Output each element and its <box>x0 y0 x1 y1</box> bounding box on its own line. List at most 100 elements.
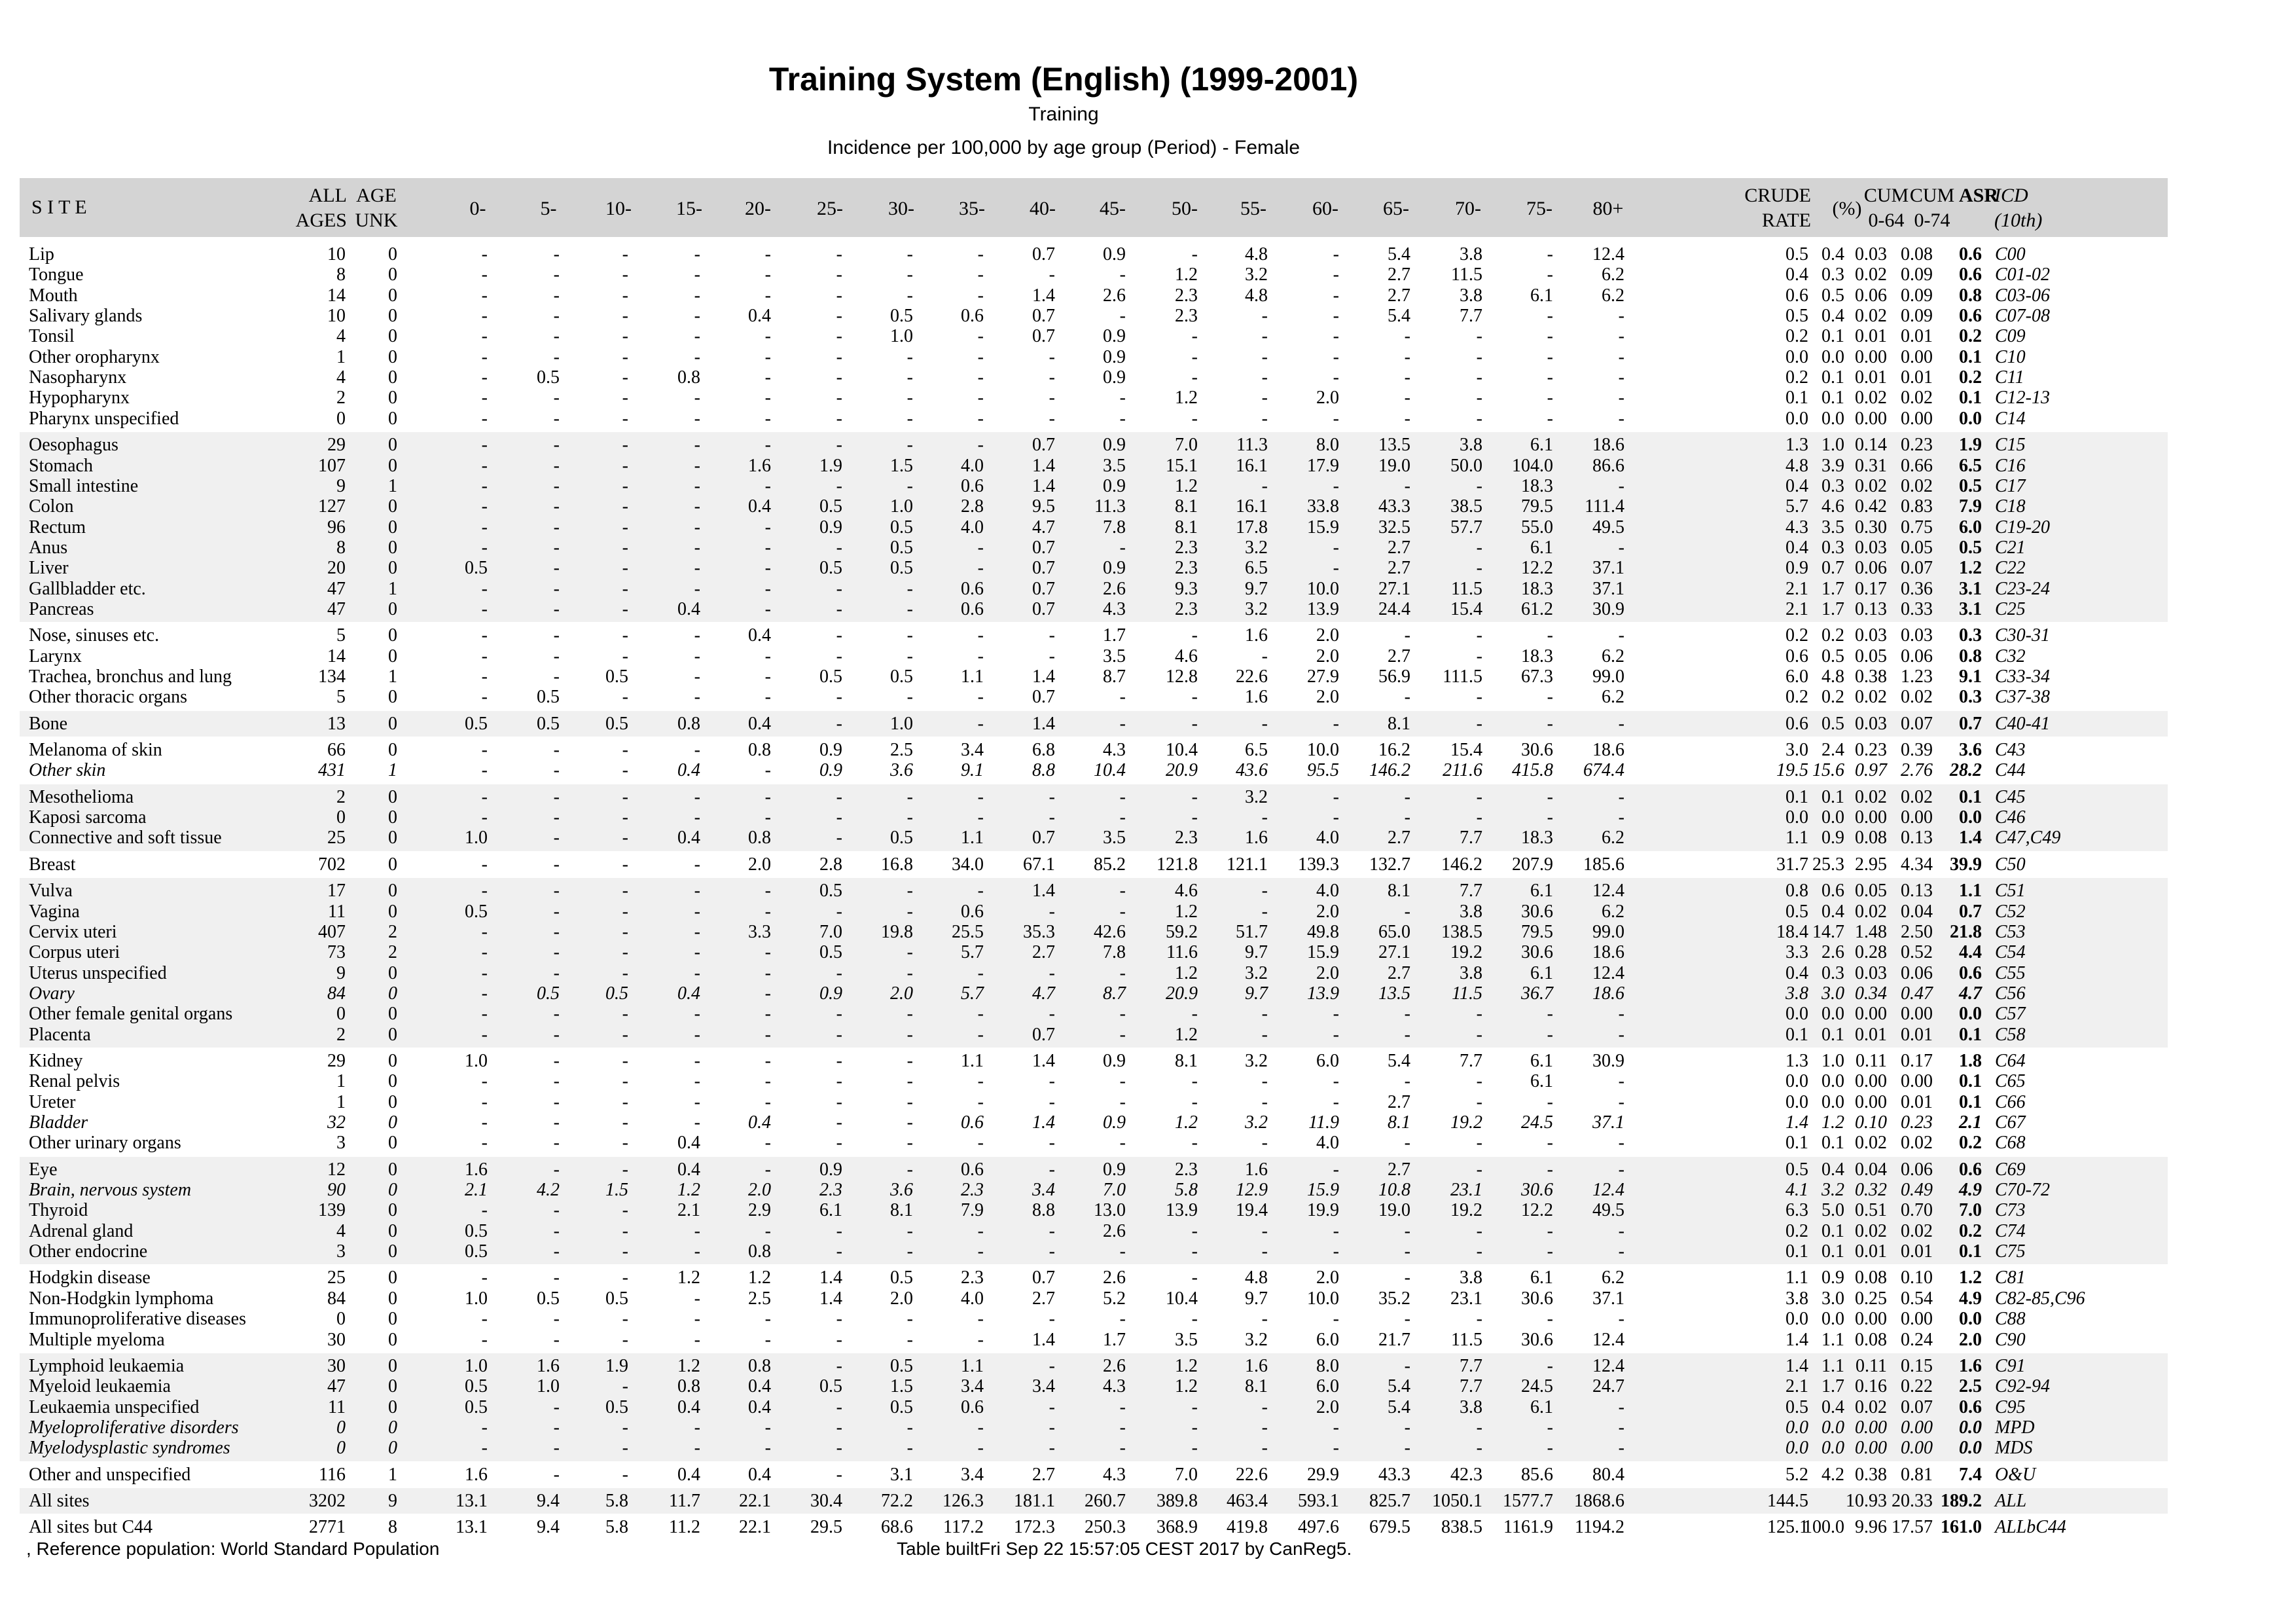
crude-rate: 5.7 <box>1785 496 1808 517</box>
age-rate: - <box>1404 346 1410 367</box>
all-ages-count: 5 <box>336 687 346 708</box>
age-rate: 15.4 <box>1450 598 1482 619</box>
age-rate: - <box>906 367 913 388</box>
age-rate: - <box>836 713 842 734</box>
age-rate: - <box>553 646 560 666</box>
site-name: Tonsil <box>29 326 75 347</box>
site-name: Oesophagus <box>29 435 118 456</box>
age-rate: - <box>1191 713 1198 734</box>
icd-code: C40-41 <box>1995 713 2050 734</box>
age-rate: 18.3 <box>1521 646 1553 666</box>
age-rate: - <box>553 537 560 558</box>
age-rate: 55.0 <box>1521 517 1553 538</box>
age-rate: 18.6 <box>1592 983 1624 1004</box>
icd-code: C15 <box>1995 435 2026 456</box>
header-site: S I T E <box>31 196 87 218</box>
site-name: Liver <box>29 558 69 579</box>
age-rate: - <box>1261 388 1268 409</box>
age-unknown-count: 0 <box>388 455 397 476</box>
age-rate: 0.5 <box>890 666 913 687</box>
age-unknown-count: 1 <box>388 666 397 687</box>
asr: 1.4 <box>1959 828 1982 848</box>
age-rate: - <box>1119 388 1126 409</box>
age-rate: 1.7 <box>1103 625 1126 646</box>
all-ages-count: 96 <box>327 517 346 538</box>
icd-code: C09 <box>1995 326 2026 347</box>
icd-code: C03-06 <box>1995 285 2050 306</box>
age-rate: 6.1 <box>1530 285 1553 306</box>
asr: 1.9 <box>1959 435 1982 456</box>
age-rate: 37.1 <box>1592 578 1624 599</box>
header-all-ages-2: AGES <box>295 210 347 231</box>
age-rate: - <box>553 517 560 538</box>
age-rate: - <box>1476 646 1482 666</box>
age-rate: - <box>553 558 560 579</box>
age-rate: - <box>1333 713 1339 734</box>
age-rate: 9.3 <box>1175 578 1198 599</box>
age-rate: - <box>977 388 984 409</box>
age-unknown-count: 0 <box>388 264 397 285</box>
cum-0-74: 0.08 <box>1901 244 1933 264</box>
age-rate: 0.5 <box>537 687 560 708</box>
header-age-group: 20- <box>745 198 771 219</box>
icd-code: C55 <box>1995 962 2026 983</box>
cum-0-64: 0.03 <box>1855 244 1887 264</box>
table-row: All sites but C44 2771 8 13.1 9.4 5.8 11.2 22.1… <box>0 1517 2296 1537</box>
icd-code: C74 <box>1995 1220 2026 1241</box>
age-rate: 15.9 <box>1307 517 1339 538</box>
age-rate: - <box>1333 537 1339 558</box>
age-rate: 12.4 <box>1592 1180 1624 1201</box>
age-unknown-count: 0 <box>388 346 397 367</box>
asr: 1.6 <box>1959 1355 1982 1376</box>
table-row: Kidney 29 0 1.0- - - - - -1.1 1.4 0.9 8.1 3.2 6.0 5.4 7… <box>0 1051 2296 1071</box>
age-unknown-count: 0 <box>388 435 397 456</box>
age-rate: - <box>764 244 771 264</box>
icd-code: C81 <box>1995 1267 2026 1288</box>
age-rate: - <box>481 408 488 429</box>
age-rate: - <box>764 558 771 579</box>
age-rate: - <box>1476 558 1482 579</box>
percent: 3.5 <box>1821 517 1844 538</box>
age-rate: - <box>1191 367 1198 388</box>
cum-0-74: 0.01 <box>1901 326 1933 347</box>
table-row: Adrenal gland 4 0 0.5- - - - - - - -2.6- - - - - - -0.2 0… <box>0 1221 2296 1241</box>
age-rate: 0.9 <box>1103 435 1126 456</box>
age-rate: 0.6 <box>961 598 984 619</box>
age-rate: - <box>1333 326 1339 347</box>
site-name: Cervix uteri <box>29 921 117 942</box>
crude-rate: 2.1 <box>1785 598 1808 619</box>
percent: 4.6 <box>1821 496 1844 517</box>
age-rate: - <box>1547 244 1553 264</box>
icd-code: C67 <box>1995 1112 2026 1133</box>
percent: 4.8 <box>1821 666 1844 687</box>
age-rate: 2.8 <box>961 496 984 517</box>
age-rate: - <box>1476 388 1482 409</box>
asr: 7.9 <box>1959 496 1982 517</box>
header-age-group: 30- <box>888 198 914 219</box>
asr: 189.2 <box>1941 1490 1982 1511</box>
age-rate: 79.5 <box>1521 496 1553 517</box>
age-rate: 8.1 <box>1388 713 1410 734</box>
site-name: Nasopharynx <box>29 367 127 388</box>
table-row: Mesothelioma 2 0- - - - - - - - - - -3.2- - - - -0.1 0.1 0… <box>0 787 2296 807</box>
age-rate: - <box>694 388 700 409</box>
age-rate: - <box>694 666 700 687</box>
age-rate: - <box>977 687 984 708</box>
site-name: Other thoracic organs <box>29 687 188 708</box>
age-rate: 1.5 <box>890 455 913 476</box>
age-rate: - <box>1333 244 1339 264</box>
age-rate: - <box>1049 625 1055 646</box>
table-row: Uterus unspecified 9 0- - - - - - - - - -1.2 3.2 2.0 2… <box>0 963 2296 983</box>
header-all-ages-1: ALL <box>308 185 347 206</box>
age-rate: 4.7 <box>1032 517 1055 538</box>
crude-rate: 0.5 <box>1785 244 1808 264</box>
age-rate: 8.0 <box>1316 435 1339 456</box>
age-rate: - <box>1191 326 1198 347</box>
header-age-group: 10- <box>605 198 632 219</box>
age-rate: - <box>1618 1159 1624 1180</box>
crude-rate: 0.4 <box>1785 475 1808 496</box>
site-name: All sites <box>29 1490 90 1511</box>
age-rate: 0.9 <box>1103 244 1126 264</box>
age-rate: 0.7 <box>1032 306 1055 327</box>
age-rate: - <box>977 537 984 558</box>
